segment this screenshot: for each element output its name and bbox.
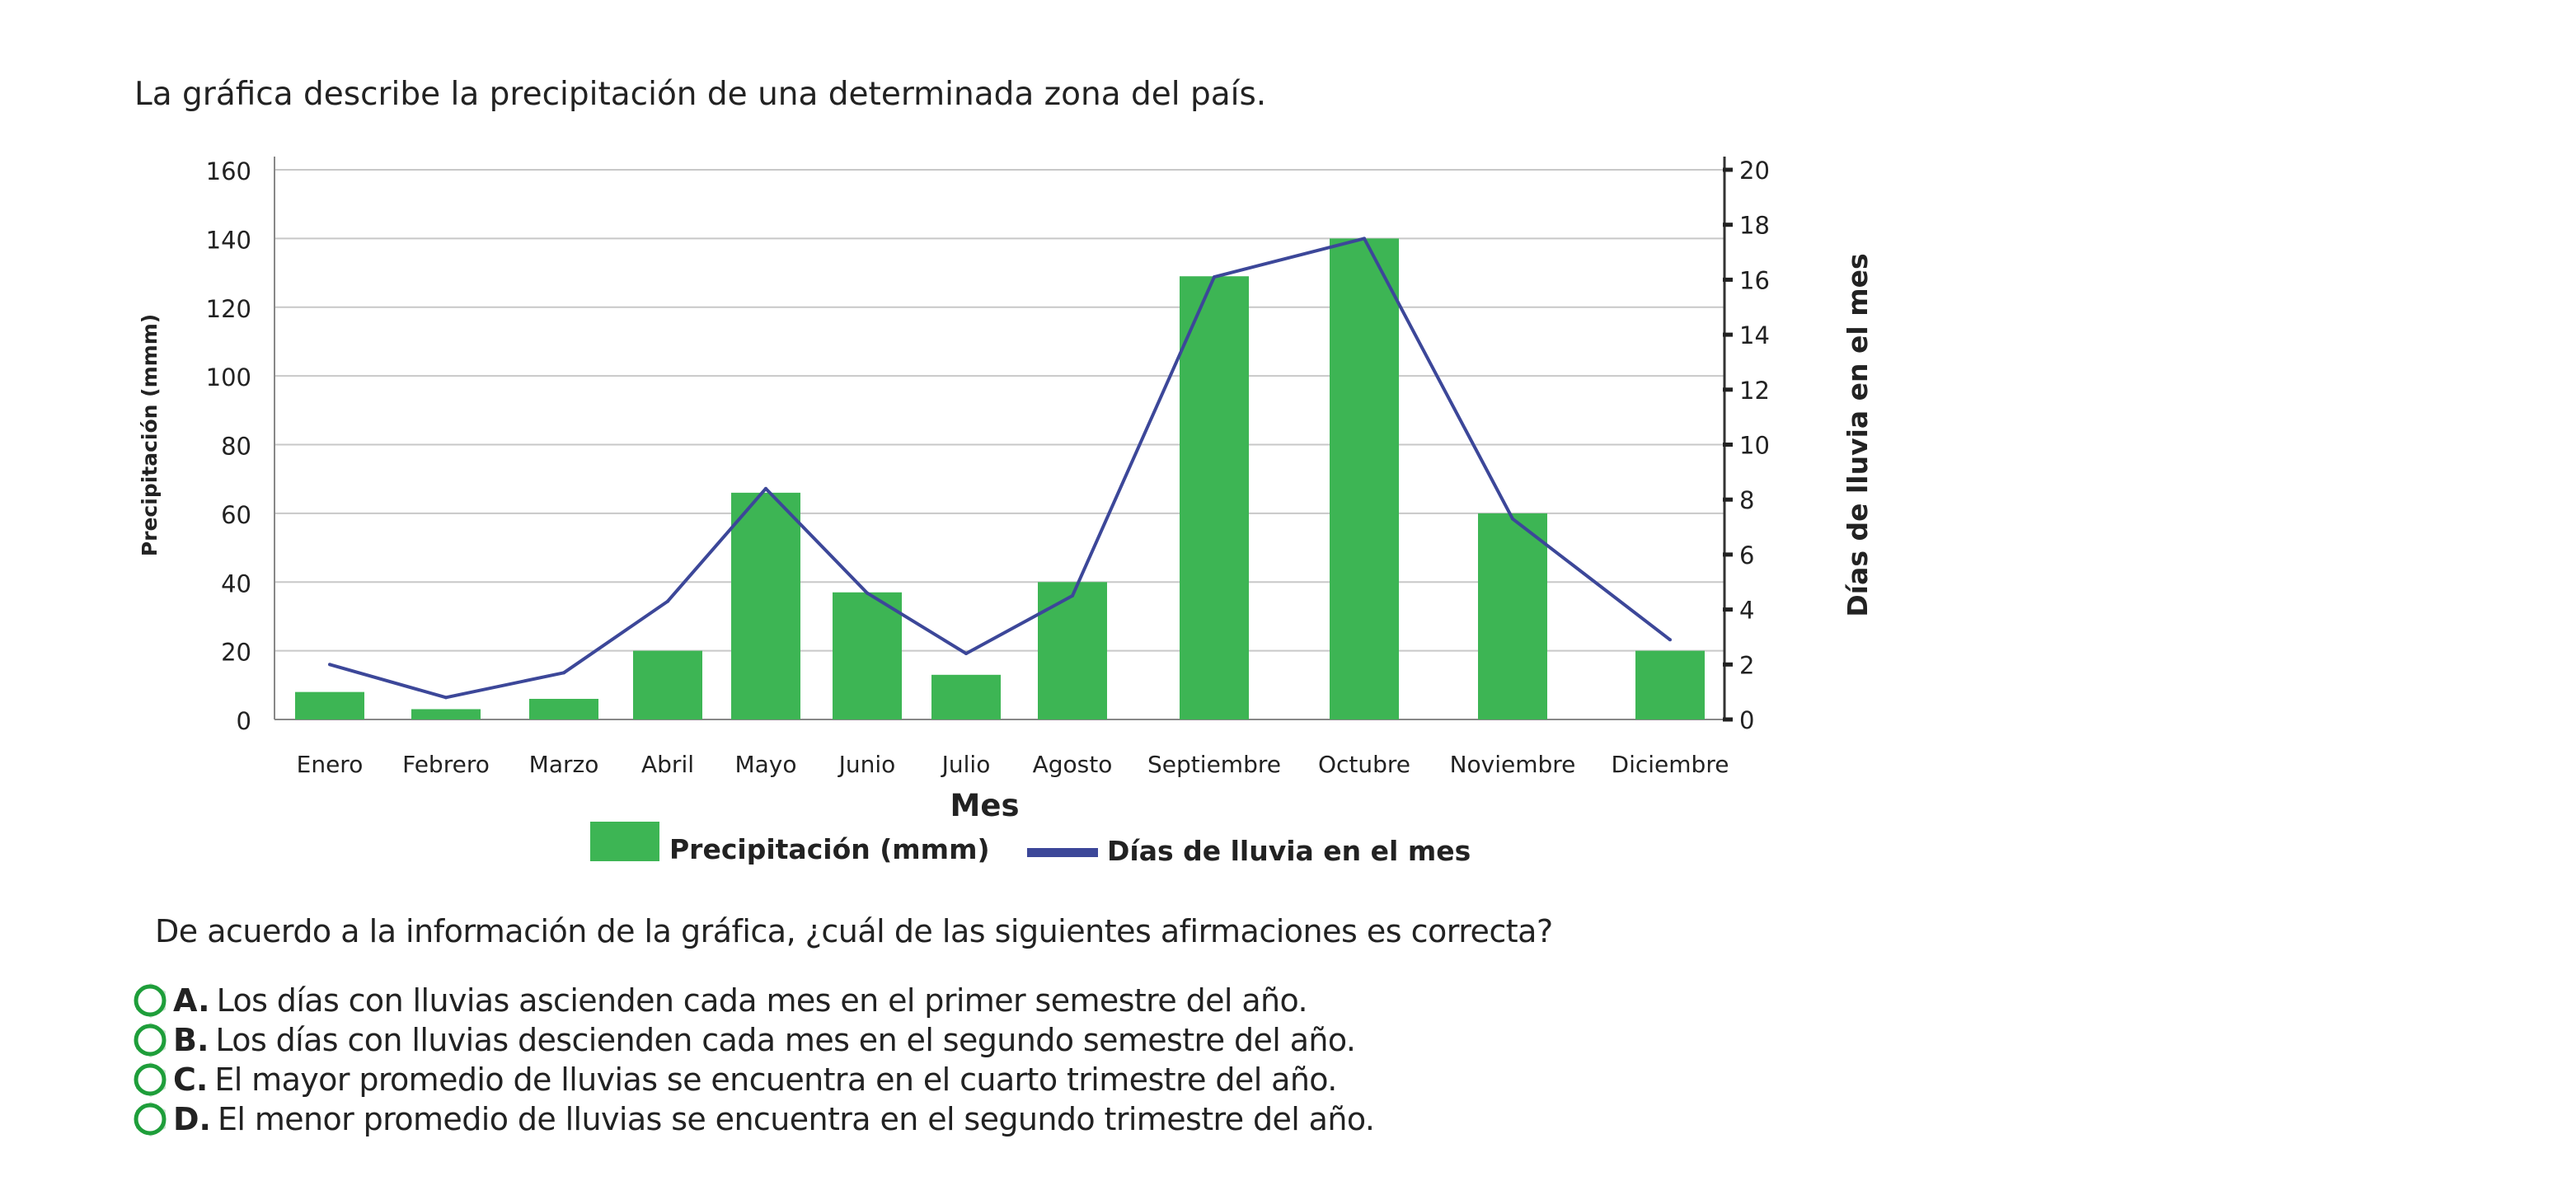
option-letter: D.	[173, 1101, 211, 1137]
bar	[1635, 650, 1705, 719]
bar	[529, 698, 598, 719]
line-point	[764, 486, 767, 490]
y-tick-label: 0	[237, 707, 251, 735]
question-text: De acuerdo a la información de la gráfic…	[155, 913, 1553, 949]
line-point	[964, 651, 968, 655]
line-series	[329, 237, 1672, 700]
line-point	[444, 696, 448, 700]
x-tick-label: Enero	[297, 751, 364, 778]
x-tick-label: Julio	[941, 751, 991, 778]
option-text: Los días con lluvias ascienden cada mes …	[216, 982, 1308, 1019]
radio-icon[interactable]	[132, 1100, 170, 1138]
y-tick-label: 20	[221, 639, 251, 667]
line-point	[1363, 237, 1366, 241]
bar	[633, 650, 702, 719]
radio-icon[interactable]	[132, 1061, 170, 1099]
x-tick-label: Noviembre	[1450, 751, 1576, 778]
x-tick-label: Septiembre	[1147, 751, 1281, 778]
y2-tick-label: 8	[1739, 486, 1754, 514]
line-point	[562, 671, 565, 675]
option-letter: B.	[173, 1022, 209, 1058]
x-tick-label: Abril	[641, 751, 694, 778]
line-point	[866, 591, 869, 595]
x-tick-label: Junio	[838, 751, 896, 778]
x-tick-label: Mayo	[734, 751, 796, 778]
bar	[833, 592, 902, 719]
bar	[1330, 238, 1399, 719]
option-c[interactable]: C. El mayor promedio de lluvias se encue…	[132, 1060, 1374, 1099]
bar	[1478, 513, 1547, 719]
combo-chart: 0 20 40 60 80 100 120 140 160 0 2 4 6 8 10 12 14 16 18 20 En…	[138, 157, 1874, 867]
bar	[411, 709, 481, 719]
legend-swatch-bar	[590, 822, 659, 861]
y2-tick-label: 20	[1739, 157, 1770, 185]
x-tick-label: Octubre	[1318, 751, 1410, 778]
y-tick-label: 100	[206, 363, 251, 391]
y-tick-label: 160	[206, 157, 251, 185]
legend-label: Días de lluvia en el mes	[1107, 835, 1471, 867]
line-point	[1668, 638, 1672, 642]
bar	[731, 492, 800, 719]
bar	[295, 691, 364, 719]
y-axis-title: Precipitación (mmm)	[138, 314, 162, 556]
y2-tick-label: 10	[1739, 432, 1770, 460]
option-text: El menor promedio de lluvias se encuentr…	[217, 1101, 1375, 1137]
y-tick-label: 140	[206, 226, 251, 254]
bar	[1180, 276, 1249, 719]
option-letter: C.	[173, 1061, 209, 1098]
bar	[1038, 582, 1107, 719]
x-tick-label: Diciembre	[1612, 751, 1729, 778]
y2-tick-label: 16	[1739, 266, 1770, 294]
line-point	[1511, 517, 1514, 521]
y2-tick-label: 18	[1739, 212, 1770, 240]
legend-swatch-line	[1027, 848, 1098, 857]
radio-icon[interactable]	[132, 1021, 170, 1059]
y2-tick-label: 6	[1739, 541, 1754, 569]
y2-tick-label: 4	[1739, 597, 1754, 625]
option-letter: A.	[173, 982, 210, 1019]
y2-tick-label: 0	[1739, 706, 1754, 734]
line-point	[328, 663, 331, 667]
line-point	[1213, 275, 1216, 279]
radio-icon[interactable]	[132, 982, 170, 1019]
x-tick-label: Marzo	[529, 751, 599, 778]
option-b[interactable]: B. Los días con lluvias descienden cada …	[132, 1020, 1374, 1060]
y2-tick-label: 12	[1739, 377, 1770, 405]
option-text: El mayor promedio de lluvias se encuentr…	[214, 1061, 1337, 1098]
option-text: Los días con lluvias descienden cada mes…	[215, 1022, 1356, 1058]
answer-options: A. Los días con lluvias ascienden cada m…	[132, 981, 1375, 1139]
y-tick-label: 60	[221, 501, 251, 529]
y-tick-label: 80	[221, 433, 251, 461]
option-a[interactable]: A. Los días con lluvias ascienden cada m…	[132, 981, 1374, 1020]
option-d[interactable]: D. El menor promedio de lluvias se encue…	[132, 1099, 1375, 1139]
y2-axis-title: Días de lluvia en el mes	[1842, 253, 1874, 616]
legend-label: Precipitación (mmm)	[669, 833, 990, 865]
y2-tick-label: 14	[1739, 321, 1770, 349]
x-axis-title: Mes	[950, 788, 1020, 823]
intro-text: La gráfica describe la precipitación de …	[134, 76, 1267, 113]
bar	[931, 674, 1001, 719]
y-tick-label: 120	[206, 295, 251, 323]
line-point	[666, 599, 669, 603]
y-tick-label: 40	[221, 569, 251, 598]
x-tick-label: Febrero	[402, 751, 490, 778]
y2-tick-label: 2	[1739, 651, 1754, 679]
line-point	[1071, 593, 1074, 598]
x-tick-label: Agosto	[1033, 751, 1113, 778]
